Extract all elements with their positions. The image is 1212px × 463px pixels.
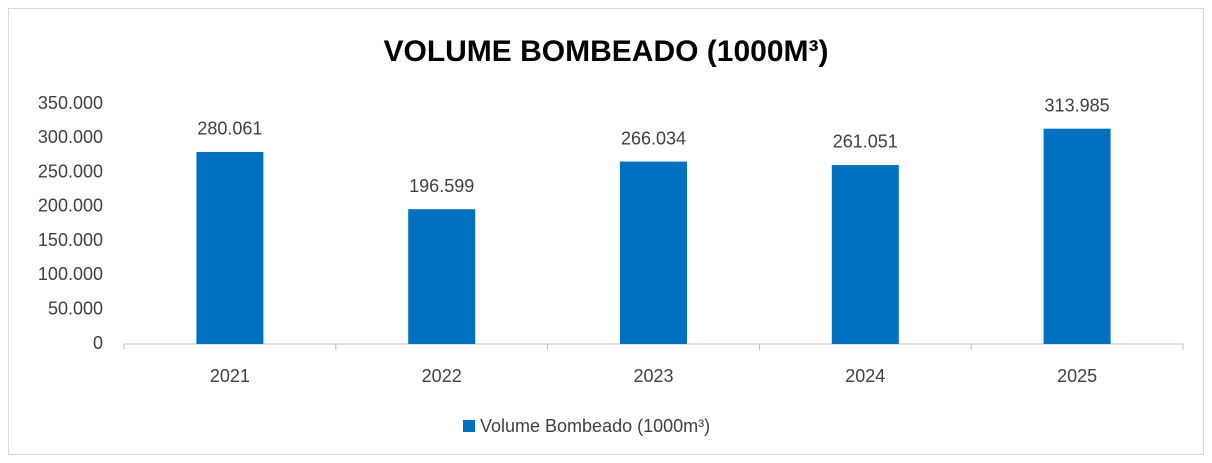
- x-tick-label: 2025: [1057, 366, 1097, 386]
- data-label: 261.051: [833, 132, 898, 152]
- bar: [408, 209, 476, 344]
- y-tick-label: 200.000: [38, 196, 103, 216]
- data-label: 313.985: [1045, 95, 1110, 115]
- y-tick-label: 100.000: [38, 264, 103, 284]
- bar: [831, 164, 899, 344]
- y-tick-label: 50.000: [48, 298, 103, 318]
- legend-label: Volume Bombeado (1000m³): [480, 416, 710, 436]
- x-tick-label: 2023: [633, 366, 673, 386]
- x-tick-label: 2022: [422, 366, 462, 386]
- chart-title: VOLUME BOMBEADO (1000M³): [383, 35, 828, 68]
- bar: [196, 151, 264, 344]
- data-label: 196.599: [409, 176, 474, 196]
- x-tick-label: 2021: [210, 366, 250, 386]
- chart-border: [8, 8, 1204, 455]
- y-tick-label: 350.000: [38, 93, 103, 113]
- y-tick-label: 150.000: [38, 230, 103, 250]
- y-tick-label: 250.000: [38, 161, 103, 181]
- x-tick-label: 2024: [845, 366, 885, 386]
- y-tick-label: 0: [93, 333, 103, 353]
- bar: [1043, 128, 1111, 344]
- legend-swatch: [463, 420, 475, 432]
- data-label: 266.034: [621, 128, 686, 148]
- data-label: 280.061: [197, 119, 262, 139]
- y-tick-label: 300.000: [38, 127, 103, 147]
- bar: [620, 161, 687, 344]
